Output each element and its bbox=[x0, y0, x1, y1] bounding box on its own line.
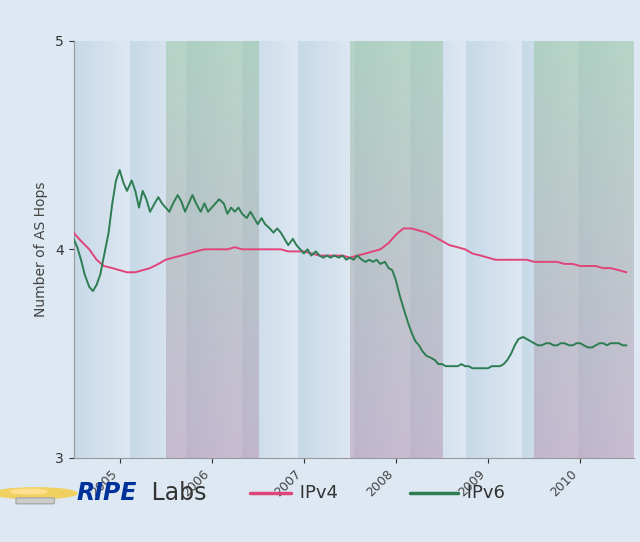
IPv6 bbox=[70, 236, 77, 242]
IPv6 bbox=[116, 167, 124, 173]
IPv4 bbox=[546, 259, 554, 265]
IPv6 bbox=[622, 342, 630, 349]
Line: IPv4: IPv4 bbox=[74, 229, 626, 272]
IPv4 bbox=[561, 261, 568, 267]
Line: IPv6: IPv6 bbox=[74, 170, 626, 368]
FancyBboxPatch shape bbox=[16, 498, 54, 504]
Circle shape bbox=[0, 488, 77, 499]
Circle shape bbox=[11, 489, 47, 494]
IPv4 bbox=[123, 269, 131, 275]
IPv6 bbox=[97, 271, 104, 278]
IPv4 bbox=[353, 253, 361, 259]
IPv6 bbox=[468, 365, 476, 371]
IPv6 bbox=[74, 244, 81, 250]
IPv4 bbox=[622, 269, 630, 275]
Text: IPv4: IPv4 bbox=[294, 484, 339, 502]
Y-axis label: Number of AS Hops: Number of AS Hops bbox=[34, 182, 48, 317]
IPv4 bbox=[261, 246, 269, 253]
IPv4 bbox=[200, 246, 208, 253]
IPv4 bbox=[584, 263, 591, 269]
IPv6 bbox=[496, 363, 504, 370]
Text: RIPE: RIPE bbox=[77, 481, 138, 505]
IPv4 bbox=[70, 229, 77, 236]
Text: Labs: Labs bbox=[144, 481, 207, 505]
IPv6 bbox=[392, 278, 400, 284]
IPv6 bbox=[511, 342, 518, 349]
IPv6 bbox=[592, 342, 600, 349]
Text: IPv6: IPv6 bbox=[461, 484, 505, 502]
IPv4 bbox=[399, 225, 407, 232]
